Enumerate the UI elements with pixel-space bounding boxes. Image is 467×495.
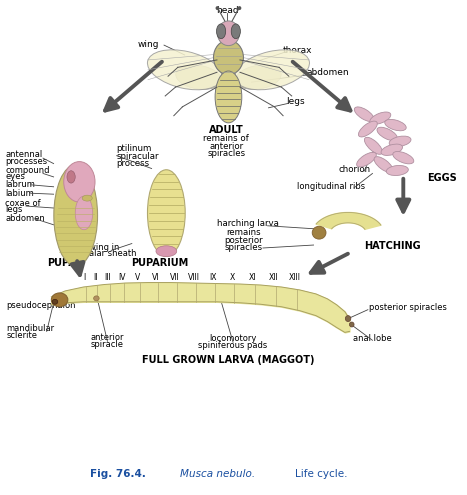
Text: antennal: antennal: [5, 150, 42, 159]
Text: mandibular: mandibular: [6, 324, 54, 333]
Ellipse shape: [218, 21, 240, 46]
Text: legs: legs: [5, 205, 23, 214]
Text: ptilinum: ptilinum: [117, 144, 152, 153]
Ellipse shape: [374, 156, 393, 172]
Text: IV: IV: [118, 273, 126, 282]
Text: Fig. 76.4.: Fig. 76.4.: [91, 469, 146, 479]
Text: abdomen: abdomen: [306, 68, 349, 77]
Polygon shape: [316, 212, 381, 229]
Text: locomotory: locomotory: [209, 334, 257, 343]
Ellipse shape: [148, 170, 185, 256]
Text: XI: XI: [249, 273, 256, 282]
Ellipse shape: [67, 171, 75, 183]
Ellipse shape: [354, 107, 374, 122]
Ellipse shape: [393, 151, 414, 164]
Text: X: X: [229, 273, 235, 282]
Ellipse shape: [235, 65, 281, 90]
Ellipse shape: [349, 322, 354, 327]
Text: posterior spiracles: posterior spiracles: [369, 303, 446, 312]
Ellipse shape: [215, 71, 242, 123]
Text: EGGS: EGGS: [427, 173, 457, 183]
Text: wing: wing: [137, 40, 159, 49]
Text: PUPA: PUPA: [47, 258, 76, 268]
Text: sclerite: sclerite: [6, 331, 37, 340]
Ellipse shape: [381, 144, 403, 155]
Ellipse shape: [364, 137, 382, 154]
Text: abdomen: abdomen: [5, 214, 45, 223]
Text: chorion: chorion: [338, 165, 370, 174]
Ellipse shape: [231, 24, 241, 39]
Text: PUPARIUM: PUPARIUM: [131, 258, 188, 268]
Ellipse shape: [64, 161, 95, 202]
Text: ADULT: ADULT: [209, 125, 243, 135]
Text: remains of: remains of: [203, 135, 249, 144]
Text: VII: VII: [170, 273, 179, 282]
Text: III: III: [105, 273, 111, 282]
Ellipse shape: [156, 246, 177, 256]
Ellipse shape: [312, 226, 326, 239]
Text: spiracles: spiracles: [225, 244, 263, 252]
Ellipse shape: [176, 65, 221, 90]
Text: IX: IX: [209, 273, 217, 282]
Text: VIII: VIII: [187, 273, 199, 282]
Ellipse shape: [217, 24, 226, 39]
Ellipse shape: [370, 112, 391, 124]
Ellipse shape: [357, 152, 376, 167]
Text: harching larva: harching larva: [217, 219, 279, 228]
Ellipse shape: [377, 127, 397, 141]
Ellipse shape: [51, 293, 68, 307]
Text: spiracle: spiracle: [91, 340, 124, 349]
Ellipse shape: [54, 165, 98, 266]
Text: eyes: eyes: [5, 172, 25, 181]
Text: thorax: thorax: [283, 46, 312, 54]
Ellipse shape: [238, 6, 241, 10]
Ellipse shape: [386, 165, 408, 176]
Ellipse shape: [359, 121, 377, 137]
Text: XII: XII: [269, 273, 279, 282]
Text: II: II: [94, 273, 98, 282]
Text: VI: VI: [152, 273, 160, 282]
Text: spiracular: spiracular: [117, 151, 159, 161]
Text: HATCHING: HATCHING: [364, 241, 421, 250]
Text: anal lobe: anal lobe: [353, 334, 392, 343]
Text: FULL GROWN LARVA (MAGGOT): FULL GROWN LARVA (MAGGOT): [142, 355, 315, 365]
Text: Musca nebulo.: Musca nebulo.: [180, 469, 255, 479]
Text: processes: processes: [5, 157, 48, 166]
Text: labrum: labrum: [5, 180, 35, 189]
Text: XIII: XIII: [289, 273, 301, 282]
Text: remains: remains: [226, 228, 261, 237]
Text: anterior: anterior: [209, 142, 243, 151]
Ellipse shape: [82, 195, 92, 201]
Text: labium: labium: [5, 189, 34, 198]
Ellipse shape: [94, 296, 99, 301]
Ellipse shape: [75, 196, 93, 230]
Text: pseudocephalon: pseudocephalon: [6, 301, 76, 310]
Text: anterior: anterior: [91, 333, 124, 342]
Text: head: head: [216, 6, 238, 15]
Ellipse shape: [385, 119, 406, 131]
Text: V: V: [135, 273, 141, 282]
Text: legs: legs: [286, 98, 304, 106]
Text: Life cycle.: Life cycle.: [295, 469, 347, 479]
Text: I: I: [83, 273, 85, 282]
Ellipse shape: [345, 316, 351, 322]
Text: compound: compound: [5, 165, 50, 175]
Text: wing in: wing in: [89, 243, 120, 252]
Text: coxae of: coxae of: [5, 198, 41, 207]
Ellipse shape: [148, 50, 222, 90]
Ellipse shape: [52, 299, 58, 304]
Text: posterior: posterior: [224, 236, 263, 245]
Ellipse shape: [235, 50, 310, 90]
Text: spiniferous pads: spiniferous pads: [198, 341, 268, 350]
Ellipse shape: [216, 6, 219, 10]
Text: alar sheath: alar sheath: [89, 249, 136, 258]
Ellipse shape: [389, 136, 411, 147]
Text: longitudinal ribs: longitudinal ribs: [297, 182, 365, 191]
Ellipse shape: [213, 40, 243, 75]
Text: process: process: [117, 158, 150, 168]
Text: spiracles: spiracles: [207, 149, 245, 158]
